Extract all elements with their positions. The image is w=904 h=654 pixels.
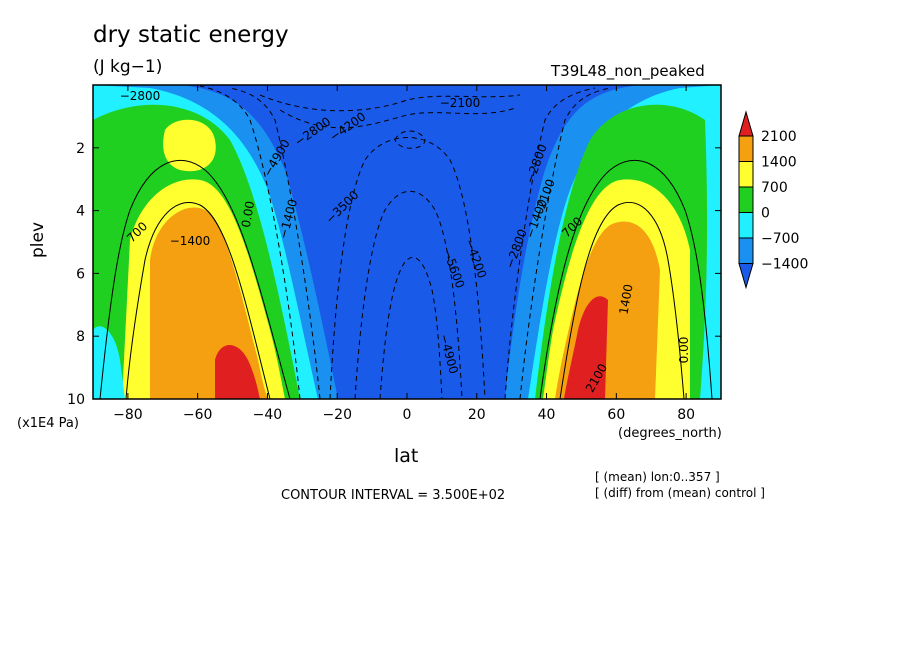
left-upper-core	[179, 132, 211, 157]
contour-right-1	[539, 160, 713, 399]
contour-neg-top	[394, 130, 426, 149]
colorbar-label: 700	[761, 180, 788, 196]
left-band-2100-pos	[215, 345, 260, 399]
colorbar: 2100 1400 700 0 −700 −1400	[738, 110, 808, 290]
colorbar-label: 1400	[761, 155, 797, 171]
colorbar-swatch	[738, 237, 754, 264]
contour-label: 1400	[617, 283, 636, 316]
run-label: T39L48_non_peaked	[551, 62, 705, 80]
colorbar-min-arrow	[738, 263, 754, 290]
contour-neg-3	[519, 87, 611, 399]
colorbar-label: 2100	[761, 129, 797, 145]
x-tick-label: 40	[538, 407, 556, 423]
note-mean: [ (mean) lon:0..357 ]	[595, 470, 720, 484]
x-tick-label: −20	[322, 407, 352, 423]
colorbar-swatch	[738, 161, 754, 188]
x-axis-label: lat	[394, 445, 419, 467]
colorbar-label: −1400	[761, 257, 808, 273]
y-ticks: 2 4 6 8 10	[67, 141, 721, 408]
x-tick-label: 0	[403, 407, 412, 423]
x-tick-label: 80	[677, 407, 695, 423]
x-ticks: −80 −60 −40 −20 0 20 40 60 80	[113, 85, 695, 423]
colorbar-label: 0	[761, 206, 770, 222]
colorbar-max-arrow	[738, 110, 754, 137]
contour-label: 0.00	[677, 337, 691, 364]
contour-left-1	[99, 160, 291, 399]
y-tick-label: 8	[76, 329, 85, 345]
contour-neg-7	[379, 256, 443, 399]
contour-label: −1400	[170, 234, 211, 248]
contour-neg-4	[504, 87, 596, 399]
colorbar-label: −700	[761, 231, 799, 247]
x-tick-label: 60	[607, 407, 625, 423]
y-tick-label: 2	[76, 141, 85, 157]
x-tick-label: −60	[183, 407, 213, 423]
negative-contours	[199, 85, 611, 399]
colorbar-swatch	[738, 135, 754, 162]
contour-interval: CONTOUR INTERVAL = 3.500E+02	[281, 488, 506, 503]
x-tick-label: −40	[253, 407, 283, 423]
contour-neg-6	[354, 190, 463, 399]
contour-left-2	[125, 201, 271, 399]
contour-label: −2800	[120, 89, 161, 103]
colorbar-swatch	[738, 186, 754, 213]
contour-lines	[99, 85, 713, 399]
right-band-2100-pos	[564, 296, 608, 399]
contour-neg-2	[229, 87, 321, 399]
chart-title: dry static energy	[93, 22, 289, 48]
contour-label: 0.00	[239, 200, 257, 229]
contour-neg-5	[329, 137, 486, 399]
y-tick-label: 10	[67, 392, 85, 408]
y-tick-label: 6	[76, 266, 85, 282]
colorbar-swatch	[738, 212, 754, 239]
x-tick-label: 20	[468, 407, 486, 423]
contour-label: −2100	[440, 96, 481, 110]
left-edge-cyan	[93, 326, 125, 399]
contour-right-2	[559, 202, 685, 399]
contour-neg-1	[199, 85, 301, 399]
y-axis-unit: (x1E4 Pa)	[17, 416, 79, 431]
note-diff: [ (diff) from (mean) control ]	[595, 486, 765, 500]
chart-units: (J kg−1)	[93, 57, 163, 77]
x-tick-label: −80	[113, 407, 143, 423]
x-axis-unit: (degrees_north)	[618, 426, 722, 441]
y-tick-label: 4	[76, 204, 85, 220]
